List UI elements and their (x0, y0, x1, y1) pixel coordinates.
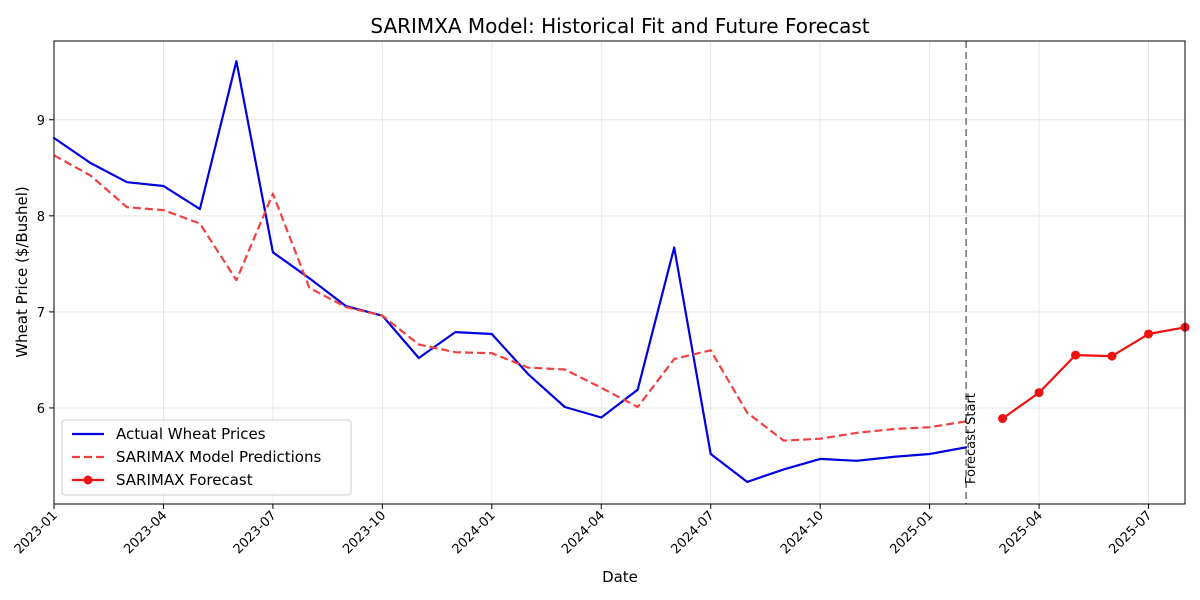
grid-lines (53, 41, 1185, 504)
y-tick-label: 9 (37, 114, 45, 129)
x-tick-label: 2023-07 (231, 508, 280, 557)
forecast-start-label: Forecast Start (964, 393, 979, 484)
forecast-point (1071, 350, 1081, 360)
x-tick-label: 2023-04 (121, 508, 170, 557)
x-tick-label: 2025-04 (997, 508, 1046, 557)
forecast-point (1144, 329, 1154, 339)
forecast-point (1034, 388, 1044, 398)
y-axis-ticks: 6 7 8 9 (37, 114, 54, 417)
legend-label-2: SARIMAX Model Predictions (116, 448, 321, 466)
x-tick-label: 2023-10 (340, 508, 389, 557)
forecast-start-annotation: Forecast Start (964, 41, 979, 504)
x-axis-label: Date (602, 568, 638, 586)
plot-frame (53, 40, 1186, 505)
x-tick-label: 2023-01 (12, 508, 61, 557)
x-tick-label: 2025-07 (1106, 508, 1155, 557)
x-tick-label: 2024-07 (669, 508, 718, 557)
y-axis-label: Wheat Price ($/Bushel) (13, 186, 31, 358)
x-tick-label: 2024-01 (450, 508, 499, 557)
y-tick-label: 6 (37, 402, 45, 417)
series-layer (52, 60, 1190, 483)
series-line-3 (1001, 326, 1187, 420)
legend-marker (83, 475, 93, 485)
legend-box (61, 419, 352, 496)
series-line-1 (52, 60, 968, 483)
legend-label-1: Actual Wheat Prices (116, 425, 266, 443)
forecast-point (998, 414, 1008, 424)
y-tick-label: 8 (37, 210, 45, 225)
chart-title: SARIMXA Model: Historical Fit and Future… (370, 14, 869, 38)
x-axis-ticks: 2023-01 2023-04 2023-07 2023-10 2024-01 2024-… (12, 504, 1155, 557)
x-tick-label: 2024-10 (778, 508, 827, 557)
legend-label-3: SARIMAX Forecast (116, 471, 253, 489)
x-tick-label: 2025-01 (887, 508, 936, 557)
series-line-2 (53, 154, 967, 442)
forecast-point (1107, 351, 1117, 361)
legend: Actual Wheat Prices SARIMAX Model Predict… (61, 419, 352, 496)
y-tick-label: 7 (37, 306, 45, 321)
x-tick-label: 2024-04 (559, 508, 608, 557)
